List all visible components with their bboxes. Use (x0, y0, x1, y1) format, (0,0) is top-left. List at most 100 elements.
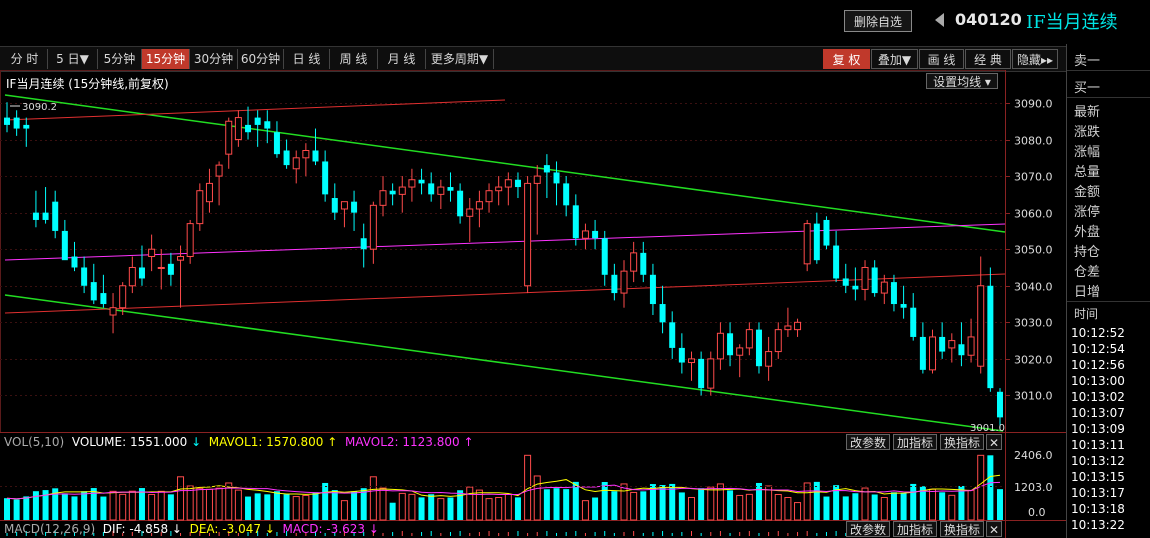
candle-body-up (475, 201, 483, 210)
candle-body-up (119, 285, 127, 309)
tick-time: 10:13:17 (1071, 486, 1125, 500)
candle-body-up (215, 164, 223, 177)
volume-bar-down (61, 493, 68, 520)
hide-button[interactable]: 隐藏▸▸ (1012, 49, 1058, 69)
volume-bar-up (581, 500, 589, 521)
mavol2-value: MAVOL2: 1123.800 (344, 435, 460, 449)
volume-bar-down (331, 490, 338, 520)
candle-body-down (572, 205, 579, 239)
candle-body-down (987, 285, 994, 389)
period-toolbar: 分 时 5 日▼ 5分钟 15分钟 30分钟 60分钟 日 线 周 线 月 线 … (0, 46, 1066, 72)
volume-bar-down (649, 484, 656, 520)
volume-bar-up (475, 489, 483, 521)
candle-body-up (369, 204, 377, 250)
switch-indicator-button[interactable]: 换指标 (940, 521, 984, 537)
volume-bar-up (205, 488, 213, 521)
period-button-5min[interactable]: 5分钟 (98, 49, 142, 69)
tick-time: 10:13:11 (1071, 438, 1125, 452)
candle-body-up (765, 351, 773, 367)
period-button-5day[interactable]: 5 日▼ (48, 49, 98, 69)
period-button-30min[interactable]: 30分钟 (190, 49, 238, 69)
volume-bar-down (592, 497, 599, 520)
candle-body-up (736, 347, 744, 356)
volume-bar-up (128, 490, 136, 521)
classic-button[interactable]: 经 典 (965, 49, 1011, 69)
close-icon[interactable]: ✕ (986, 521, 1002, 537)
volume-bar-down (833, 485, 840, 520)
candle-body-down (100, 293, 107, 305)
volume-bar-down (755, 482, 762, 520)
add-indicator-button[interactable]: 加指标 (893, 434, 937, 450)
volume-bar-down (312, 492, 319, 520)
volume-bar-up (408, 493, 416, 521)
volume-bar-down (563, 489, 570, 520)
price-tick-label: 3090.0 (1014, 98, 1053, 111)
volume-tick-label: 1203.0 (1014, 481, 1053, 494)
add-indicator-button[interactable]: 加指标 (893, 521, 937, 537)
volume-bar-up (533, 475, 541, 521)
candle-body-up (225, 120, 233, 155)
candle-body-down (418, 179, 425, 184)
candle-body-up (716, 332, 724, 360)
period-button-monthly[interactable]: 月 线 (378, 49, 426, 69)
macd-value: MACD: -3.623 (282, 522, 366, 536)
candle-body-down (90, 282, 97, 301)
switch-indicator-button[interactable]: 换指标 (940, 434, 984, 450)
candle-body-down (871, 267, 878, 294)
period-button-weekly[interactable]: 周 线 (330, 49, 378, 69)
draw-line-button[interactable]: 画 线 (919, 49, 964, 69)
candle-body-up (109, 307, 117, 316)
candle-body-up (794, 321, 802, 331)
adjust-rights-button[interactable]: 复 权 (823, 49, 870, 69)
delete-favorite-button[interactable]: 删除自选 (844, 10, 912, 32)
candle-body-up (148, 248, 156, 258)
trend-lines (4, 94, 1006, 432)
volume-bar-down (457, 490, 464, 520)
candle-body-down (138, 267, 145, 279)
candle-body-down (245, 124, 252, 133)
candle-body-down (264, 121, 271, 129)
period-button-daily[interactable]: 日 线 (284, 49, 330, 69)
period-button-60min[interactable]: 60分钟 (238, 49, 284, 69)
set-ma-dropdown[interactable]: 设置均线 ▾ (926, 73, 998, 89)
field-daily-increase: 日增 (1074, 285, 1101, 300)
candle-body-down (592, 230, 599, 239)
candle-body-down (649, 274, 656, 305)
tick-time: 10:13:09 (1071, 422, 1125, 436)
candle-body-down (553, 172, 560, 184)
magenta-trend-line (4, 223, 1006, 261)
candle-body-down (678, 347, 685, 363)
candle-body-down (669, 322, 676, 348)
volume-bar-up (630, 491, 638, 521)
candle-body-down (852, 285, 859, 290)
volume-bar-down (890, 492, 897, 520)
edit-params-button[interactable]: 改参数 (846, 434, 890, 450)
volume-bar-down (939, 492, 946, 520)
period-button-intraday[interactable]: 分 时 (2, 49, 48, 69)
volume-bar-up (157, 490, 165, 521)
volume-bar-down (669, 483, 676, 520)
period-button-more[interactable]: 更多周期▼ (426, 49, 494, 69)
candle-body-down (601, 238, 608, 275)
volume-bar-down (659, 485, 666, 520)
prev-symbol-arrow-icon[interactable] (935, 13, 944, 27)
up-arrow-icon: ↑ (327, 435, 338, 449)
overlay-button[interactable]: 叠加▼ (871, 49, 918, 69)
field-oi-change: 仓差 (1074, 265, 1101, 280)
candle-body-up (581, 230, 589, 239)
candle-body-down (32, 212, 39, 220)
period-button-15min[interactable]: 15分钟 (142, 49, 190, 69)
volume-bar-down (360, 488, 367, 520)
volume-indicator-name: VOL(5,10) (4, 435, 65, 449)
candle-body-down (823, 219, 830, 246)
edit-params-button[interactable]: 改参数 (846, 521, 890, 537)
channel-lower-line (4, 294, 1004, 432)
candle-body-up (707, 358, 715, 389)
volume-bar-up (687, 497, 695, 521)
tick-time: 10:13:15 (1071, 470, 1125, 484)
candlesticks (4, 102, 1003, 429)
close-icon[interactable]: ✕ (986, 434, 1002, 450)
volume-bar-up (234, 489, 242, 521)
kline-chart[interactable]: 3090.0 3080.0 3070.0 3060.0 3050.0 3040.0 3030… (0, 70, 1066, 538)
price-grid (0, 103, 1010, 396)
